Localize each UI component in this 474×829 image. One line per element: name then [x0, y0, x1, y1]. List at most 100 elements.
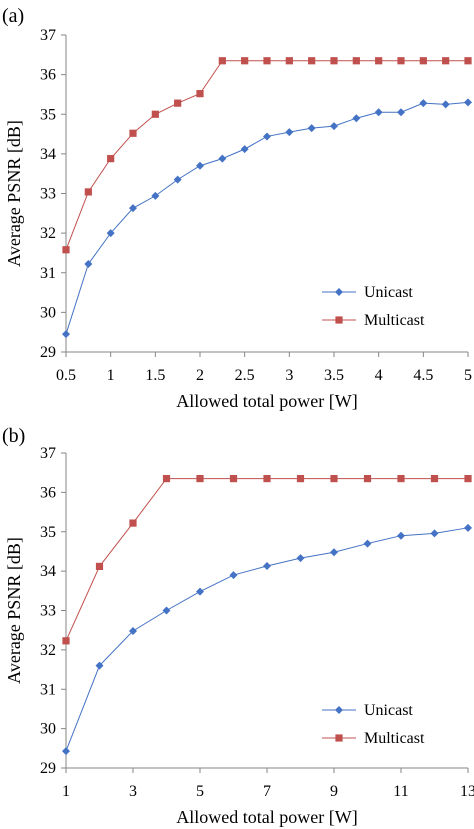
y-tick-label-a: 35	[40, 106, 56, 123]
data-point-unicast-a	[218, 154, 227, 163]
legend-label-unicast-b: Unicast	[364, 702, 413, 719]
x-tick-label-b: 3	[129, 783, 137, 800]
chart-panel-a: (a) 29 30 31 32 33 34 35 36 37 0.5 1 1.5 2 2.5 3 3.5 4 4.5…	[2, 5, 472, 411]
data-point-unicast-b	[263, 562, 271, 571]
data-point-unicast-a	[196, 161, 204, 170]
x-axis-label-a: Allowed total power [W]	[176, 391, 357, 411]
data-point-unicast-a	[330, 122, 338, 131]
data-point-unicast-a	[62, 330, 70, 339]
data-point-unicast-a	[263, 132, 271, 141]
data-point-multicast-b	[263, 474, 271, 483]
x-tick-label-b: 1	[62, 783, 70, 800]
data-point-multicast-b	[95, 562, 104, 570]
x-tick-label-b: 5	[196, 783, 204, 800]
series-unicast-a	[62, 98, 472, 339]
data-point-unicast-b	[363, 539, 372, 548]
data-point-multicast-b	[397, 474, 405, 483]
data-point-multicast-a	[330, 57, 338, 65]
series-multicast-b	[62, 474, 472, 645]
data-point-unicast-b	[95, 661, 104, 670]
data-point-unicast-b	[129, 626, 137, 635]
data-point-multicast-b	[196, 474, 204, 483]
data-point-multicast-a	[375, 57, 383, 65]
y-tick-label-b: 37	[40, 445, 56, 462]
data-point-multicast-b	[330, 474, 338, 483]
legend-label-unicast-a: Unicast	[364, 284, 413, 301]
data-point-unicast-b	[296, 554, 305, 563]
series-line-multicast-b	[65, 478, 468, 642]
data-point-multicast-b	[296, 474, 305, 483]
y-tick-label-b: 29	[40, 760, 56, 777]
data-point-unicast-b	[62, 747, 70, 756]
data-point-unicast-b	[430, 529, 439, 538]
x-tick-label-a: 2.5	[235, 367, 255, 384]
series-unicast-b	[62, 523, 472, 756]
x-tick-label-a: 1	[107, 367, 115, 384]
y-tick-label-b: 32	[40, 642, 56, 659]
y-tick-label-a: 34	[40, 146, 56, 163]
data-point-multicast-a	[62, 246, 70, 254]
data-point-unicast-a	[441, 100, 450, 109]
data-point-multicast-b	[430, 474, 439, 483]
x-tick-label-b: 7	[263, 783, 271, 800]
legend-marker-multicast-b	[335, 734, 343, 742]
x-tick-label-a: 1.5	[145, 367, 165, 384]
x-tick-label-a: 5	[464, 367, 472, 384]
data-point-multicast-b	[464, 474, 472, 483]
panel-label-b: (b)	[2, 425, 25, 447]
data-point-multicast-a	[464, 57, 472, 65]
series-line-multicast-a	[65, 60, 468, 250]
y-tick-label-a: 36	[40, 67, 56, 84]
data-point-multicast-a	[285, 57, 293, 65]
x-tick-label-a: 4.5	[413, 367, 433, 384]
data-point-multicast-a	[196, 90, 204, 98]
y-tick-label-a: 32	[40, 225, 56, 242]
y-tick-label-b: 34	[40, 563, 56, 580]
x-tick-label-b: 13	[460, 783, 474, 800]
data-point-unicast-b	[464, 523, 472, 532]
data-point-unicast-a	[419, 99, 428, 108]
x-tick-label-a: 3	[285, 367, 293, 384]
y-tick-label-b: 31	[40, 681, 56, 698]
data-point-unicast-a	[129, 204, 137, 213]
legend-label-multicast-a: Multicast	[364, 312, 425, 329]
data-point-unicast-a	[151, 191, 160, 200]
data-point-multicast-a	[129, 129, 137, 137]
data-point-unicast-a	[352, 114, 361, 123]
legend-b: Unicast Multicast	[322, 702, 425, 747]
legend-marker-multicast-a	[335, 316, 343, 324]
x-tick-label-a: 2	[196, 367, 204, 384]
y-axis-label-b: Average PSNR [dB]	[4, 537, 24, 684]
data-point-unicast-b	[229, 571, 238, 580]
data-point-multicast-a	[308, 57, 316, 65]
data-point-unicast-b	[330, 548, 338, 557]
y-axis-label-a: Average PSNR [dB]	[4, 120, 24, 267]
x-tick-label-a: 0.5	[56, 367, 76, 384]
panel-label-a: (a)	[2, 5, 24, 27]
y-tick-label-a: 33	[40, 186, 56, 203]
legend-marker-unicast-a	[335, 288, 343, 296]
data-point-unicast-a	[464, 98, 472, 107]
legend-marker-unicast-b	[335, 706, 343, 714]
data-point-multicast-a	[442, 57, 450, 65]
legend-label-multicast-b: Multicast	[364, 730, 425, 747]
x-tick-label-b: 11	[393, 783, 408, 800]
data-point-multicast-a	[352, 57, 360, 65]
y-tick-label-b: 35	[40, 524, 56, 541]
x-tick-label-a: 4	[375, 367, 383, 384]
data-point-multicast-a	[263, 57, 271, 65]
y-tick-label-a: 30	[40, 304, 56, 321]
data-point-multicast-a	[107, 155, 115, 163]
data-point-multicast-b	[129, 519, 137, 527]
data-point-unicast-b	[397, 531, 405, 540]
y-tick-label-b: 33	[40, 603, 56, 620]
data-point-multicast-b	[62, 637, 70, 645]
data-point-multicast-a	[84, 188, 92, 196]
y-tick-label-b: 36	[40, 484, 56, 501]
y-tick-label-b: 30	[40, 721, 56, 738]
x-axis-label-b: Allowed total power [W]	[176, 807, 357, 827]
data-point-unicast-b	[196, 587, 204, 596]
data-point-unicast-b	[162, 606, 171, 615]
data-point-unicast-a	[307, 124, 316, 133]
